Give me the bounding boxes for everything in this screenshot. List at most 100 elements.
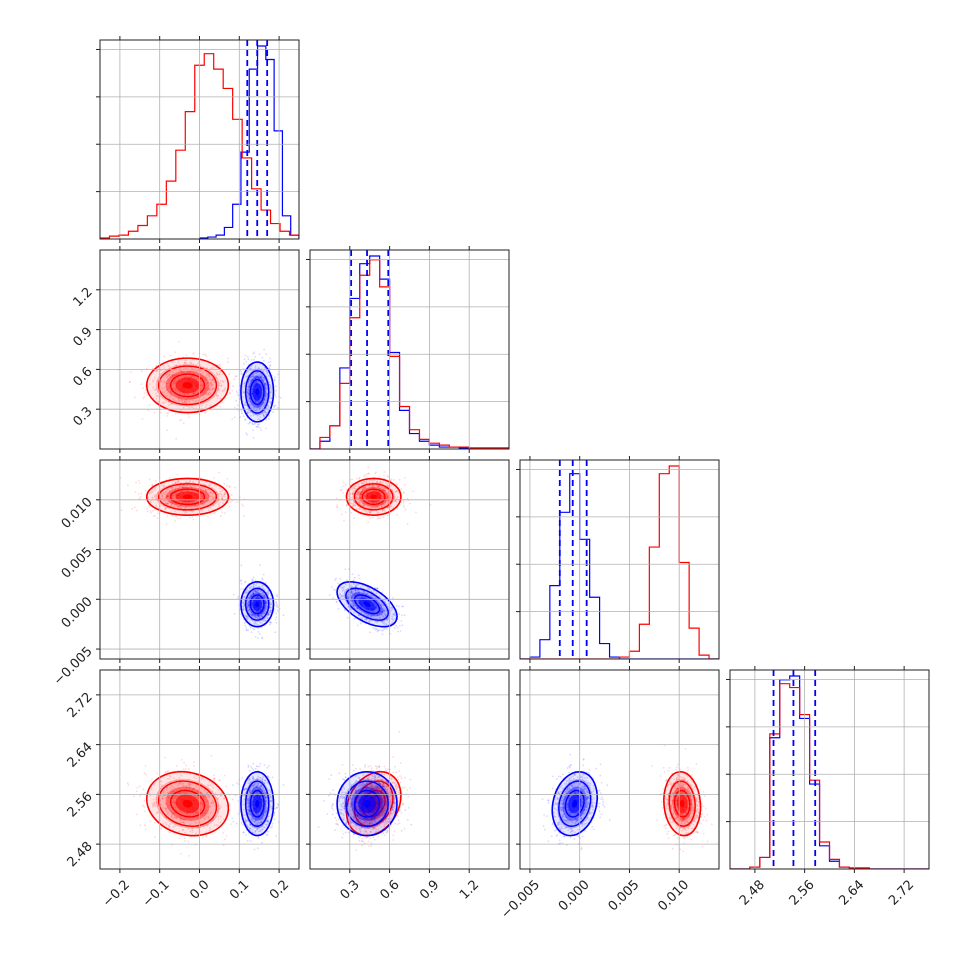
scatter-point bbox=[197, 506, 199, 509]
scatter-point bbox=[266, 371, 269, 374]
scatter-point bbox=[174, 388, 177, 390]
scatter-point bbox=[157, 512, 160, 515]
scatter-point bbox=[181, 371, 184, 374]
scatter-point bbox=[211, 495, 214, 498]
scatter-point bbox=[170, 486, 173, 489]
scatter-point bbox=[171, 501, 174, 504]
scatter-point bbox=[172, 494, 174, 497]
scatter-point bbox=[196, 391, 199, 394]
scatter-point bbox=[254, 366, 257, 369]
scatter-point bbox=[205, 490, 208, 493]
scatter-point bbox=[262, 402, 265, 405]
scatter-point bbox=[241, 373, 244, 376]
scatter-point bbox=[167, 378, 170, 381]
scatter-point bbox=[185, 484, 188, 487]
scatter-point bbox=[171, 374, 174, 376]
scatter-point bbox=[248, 400, 250, 403]
scatter-point bbox=[203, 393, 206, 396]
scatter-point bbox=[181, 486, 184, 489]
scatter-point bbox=[264, 378, 266, 381]
scatter-point bbox=[367, 466, 370, 469]
scatter-point bbox=[243, 382, 246, 385]
scatter-point bbox=[166, 495, 169, 497]
scatter-point bbox=[207, 389, 209, 391]
scatter-point bbox=[170, 390, 173, 393]
scatter-point bbox=[249, 365, 252, 368]
scatter-point bbox=[209, 388, 212, 390]
scatter-point bbox=[342, 485, 345, 487]
scatter-point bbox=[397, 605, 400, 608]
scatter-point bbox=[254, 423, 257, 425]
scatter-point bbox=[218, 493, 221, 495]
scatter-point bbox=[264, 383, 267, 385]
scatter-point bbox=[179, 391, 181, 394]
scatter-point bbox=[343, 519, 345, 522]
scatter-point bbox=[208, 359, 211, 361]
scatter-point bbox=[155, 480, 157, 482]
scatter-point bbox=[262, 413, 265, 416]
scatter-point bbox=[231, 389, 234, 392]
scatter-point bbox=[252, 375, 255, 378]
scatter-point bbox=[169, 370, 171, 373]
scatter-point bbox=[192, 392, 195, 394]
scatter-point bbox=[206, 394, 209, 397]
scatter-point bbox=[173, 380, 176, 382]
scatter-point bbox=[204, 489, 207, 492]
scatter-point bbox=[194, 504, 197, 507]
scatter-point bbox=[166, 375, 169, 378]
scatter-point bbox=[252, 373, 255, 375]
scatter-point bbox=[337, 582, 340, 585]
scatter-point bbox=[255, 375, 258, 377]
y-tick-label: 1.2 bbox=[70, 285, 95, 310]
scatter-point bbox=[256, 375, 258, 378]
scatter-point bbox=[131, 507, 133, 510]
scatter-point bbox=[247, 386, 250, 389]
scatter-point bbox=[162, 401, 164, 404]
scatter-point bbox=[267, 614, 270, 616]
scatter-point bbox=[415, 511, 417, 514]
scatter-point bbox=[240, 588, 243, 590]
scatter-point bbox=[339, 577, 341, 580]
scatter-point bbox=[248, 397, 251, 399]
scatter-point bbox=[372, 516, 374, 519]
scatter-point bbox=[163, 380, 165, 383]
scatter-point bbox=[247, 392, 249, 395]
scatter-point bbox=[156, 772, 158, 775]
scatter-point bbox=[207, 388, 210, 390]
scatter-point bbox=[356, 477, 358, 480]
scatter-point bbox=[247, 358, 250, 361]
scatter-point bbox=[206, 374, 208, 377]
scatter-point bbox=[164, 491, 167, 494]
scatter-point bbox=[256, 376, 259, 379]
scatter-point bbox=[367, 472, 370, 475]
scatter-point bbox=[404, 508, 407, 511]
scatter-point bbox=[237, 394, 240, 397]
scatter-point bbox=[265, 375, 268, 378]
scatter-point bbox=[142, 788, 145, 791]
scatter-point bbox=[219, 490, 222, 493]
scatter-point bbox=[168, 490, 171, 492]
scatter-point bbox=[190, 490, 193, 492]
scatter-point bbox=[229, 392, 231, 395]
scatter-point bbox=[147, 497, 150, 499]
scatter-point bbox=[401, 614, 403, 617]
scatter-point bbox=[184, 507, 187, 510]
scatter-point bbox=[262, 379, 265, 382]
scatter-point bbox=[174, 351, 176, 354]
scatter-point bbox=[266, 372, 269, 375]
scatter-point bbox=[129, 381, 131, 383]
scatter-point bbox=[164, 497, 166, 500]
scatter-point bbox=[205, 403, 208, 406]
scatter-point bbox=[154, 487, 157, 489]
scatter-point bbox=[401, 605, 404, 608]
scatter-point bbox=[334, 589, 337, 592]
scatter-point bbox=[176, 395, 179, 397]
scatter-point bbox=[263, 398, 266, 401]
scatter-point bbox=[177, 487, 180, 490]
scatter-point bbox=[140, 492, 143, 495]
scatter-point bbox=[249, 403, 252, 406]
scatter-point bbox=[210, 491, 212, 493]
scatter-point bbox=[180, 504, 182, 507]
scatter-point bbox=[247, 604, 250, 607]
scatter-point bbox=[176, 503, 178, 506]
